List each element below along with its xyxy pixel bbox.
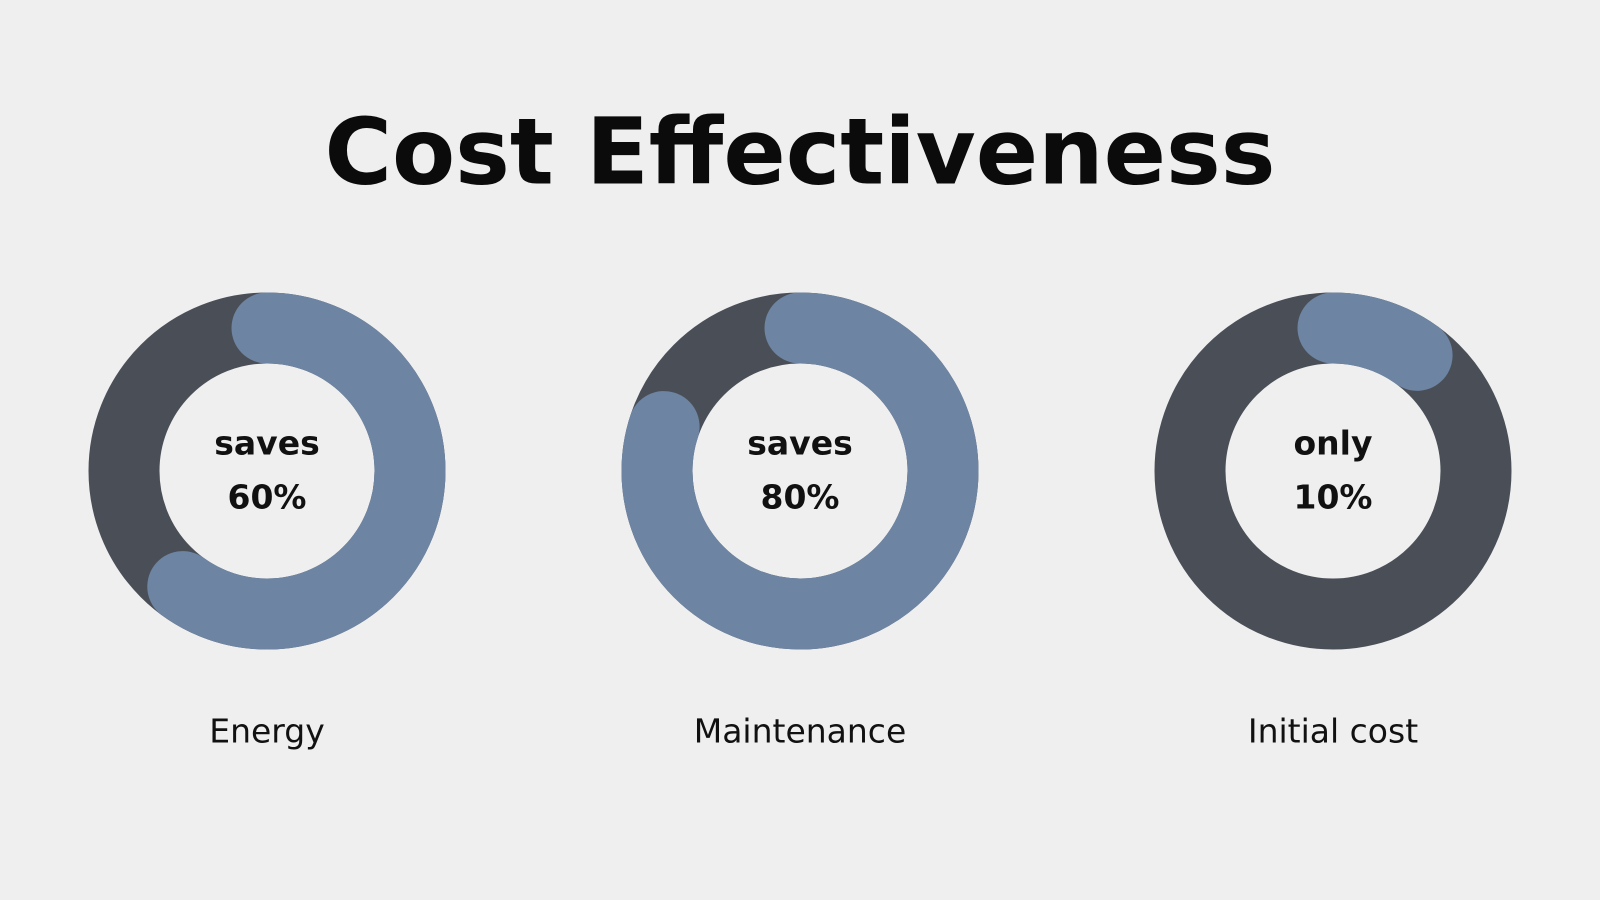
category-label: Maintenance xyxy=(694,712,907,751)
value-label: 80% xyxy=(761,478,840,517)
value-label: 60% xyxy=(228,478,307,517)
value-label: 10% xyxy=(1294,478,1373,517)
donut-arc xyxy=(88,292,446,650)
center-text: saves xyxy=(747,424,852,463)
center-text: only xyxy=(1294,424,1373,463)
donut-arc xyxy=(621,292,979,650)
slide-title: Cost Effectiveness xyxy=(324,98,1275,205)
category-label: Energy xyxy=(209,712,325,751)
center-text: saves xyxy=(214,424,319,463)
category-label: Initial cost xyxy=(1248,712,1418,751)
donut-arc xyxy=(1154,292,1512,650)
